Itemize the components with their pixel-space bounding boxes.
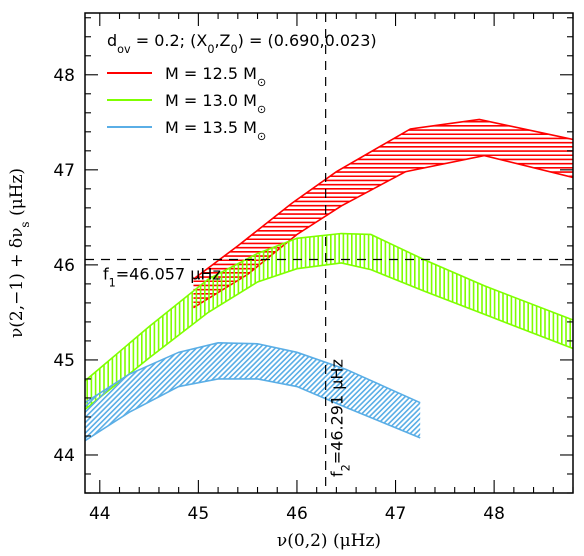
f2-label: f2=46.291 μHz xyxy=(328,359,353,477)
band-upper-edge-2 xyxy=(85,232,573,382)
chart-header: dov = 0.2; (X0,Z0) = (0.690,0.023) xyxy=(107,31,377,56)
legend-item-3: M = 13.5 M⊙ xyxy=(107,118,266,143)
x-tick-label: 48 xyxy=(483,504,505,524)
legend: M = 12.5 M⊙M = 13.0 M⊙M = 13.5 M⊙ xyxy=(107,64,266,143)
legend-label: M = 12.5 M⊙ xyxy=(165,64,266,89)
y-tick-label: 47 xyxy=(53,161,75,181)
series-band-1 xyxy=(192,118,573,309)
reference-lines: f1=46.057 μHz f2=46.291 μHz xyxy=(85,13,573,493)
band-lower-edge-1 xyxy=(193,154,573,309)
y-axis-label: ν(2,−1) + δνs (μHz) xyxy=(7,168,32,338)
x-axis-label: ν(0,2) (μHz) xyxy=(277,531,381,551)
band-upper-edge-1 xyxy=(192,118,573,280)
legend-item-2: M = 13.0 M⊙ xyxy=(107,91,266,116)
legend-item-1: M = 12.5 M⊙ xyxy=(107,64,266,89)
y-tick-label: 46 xyxy=(53,256,75,276)
axes: 44 45 46 47 48 44 45 46 47 48 ν(0,2) (μHz) ν(2,−1) … xyxy=(7,12,574,551)
series-band-3 xyxy=(85,342,421,442)
y-tick-label: 44 xyxy=(53,446,75,466)
legend-label: M = 13.0 M⊙ xyxy=(165,91,266,116)
f1-label: f1=46.057 μHz xyxy=(103,264,221,289)
band-lower-edge-3 xyxy=(85,378,421,442)
x-tick-label: 45 xyxy=(188,504,210,524)
band-hatch-3 xyxy=(85,342,421,441)
band-upper-edge-3 xyxy=(85,342,421,404)
x-tick-label: 47 xyxy=(385,504,407,524)
x-tick-label: 44 xyxy=(89,504,111,524)
x-tick-label: 46 xyxy=(286,504,308,524)
y-tick-label: 45 xyxy=(53,351,75,371)
band-hatch-1 xyxy=(193,120,573,308)
legend-label: M = 13.5 M⊙ xyxy=(165,118,266,143)
series-layer xyxy=(85,118,573,442)
header-text: dov = 0.2; (X0,Z0) = (0.690,0.023) xyxy=(107,31,377,56)
y-tick-label: 48 xyxy=(53,66,75,86)
band-lower-edge-2 xyxy=(85,262,573,410)
plot-frame xyxy=(84,12,574,494)
